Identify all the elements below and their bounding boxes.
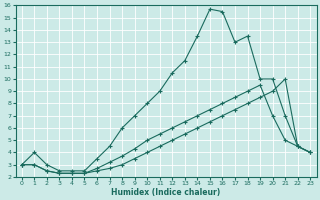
X-axis label: Humidex (Indice chaleur): Humidex (Indice chaleur) — [111, 188, 221, 197]
